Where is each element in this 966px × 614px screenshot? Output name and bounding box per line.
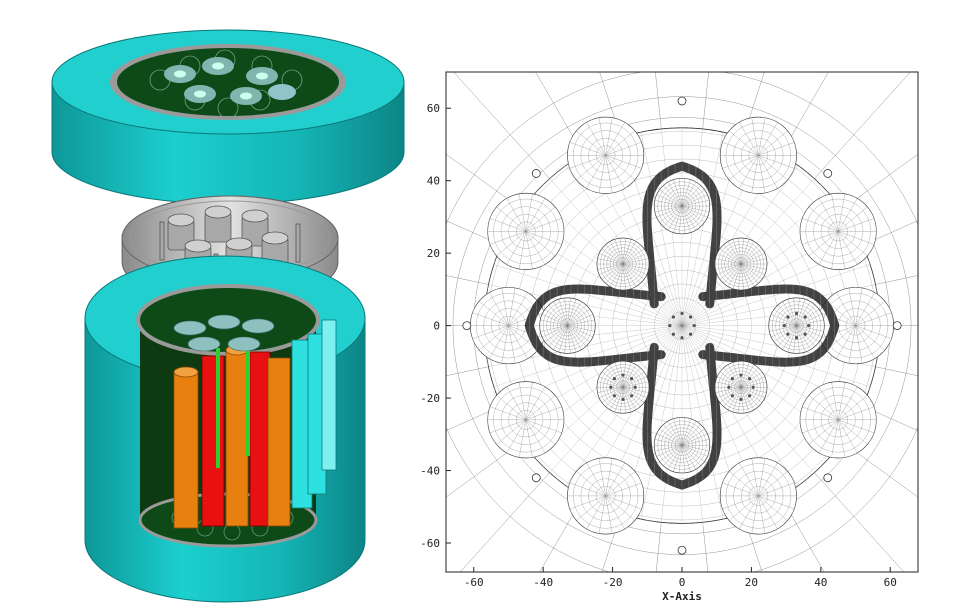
- y-tick-label: -20: [420, 392, 440, 405]
- y-tick-label: 0: [433, 320, 440, 333]
- x-tick-label: 40: [814, 576, 827, 589]
- x-tick-label: -40: [533, 576, 553, 589]
- x-tick-label: -60: [464, 576, 484, 589]
- y-tick-labels: 60 40 20 0 -20 -40 -60: [420, 102, 451, 550]
- y-tick-label: 40: [427, 175, 440, 188]
- x-tick-label: 0: [679, 576, 686, 589]
- top-lid: [51, 29, 405, 205]
- mesh-plot: -60 -40 -20 0 20 40 60 60 40 20 0 -20 -40 -60 X-Axis: [420, 71, 919, 603]
- y-tick-label: -60: [420, 537, 440, 550]
- x-tick-labels: -60 -40 -20 0 20 40 60: [464, 567, 897, 589]
- x-tick-label: -20: [603, 576, 623, 589]
- x-axis-title: X-Axis: [662, 590, 702, 603]
- x-tick-label: 60: [884, 576, 897, 589]
- y-tick-label: 60: [427, 102, 440, 115]
- x-tick-label: 20: [745, 576, 758, 589]
- y-tick-label: -40: [420, 465, 440, 478]
- exploded-cask-view: [51, 29, 405, 603]
- fuel-rods: [173, 319, 337, 529]
- top-assembly-caps: [173, 314, 275, 352]
- lid-fuel-assemblies: [164, 57, 296, 105]
- y-tick-label: 20: [427, 247, 440, 260]
- mesh-layer: [446, 72, 918, 572]
